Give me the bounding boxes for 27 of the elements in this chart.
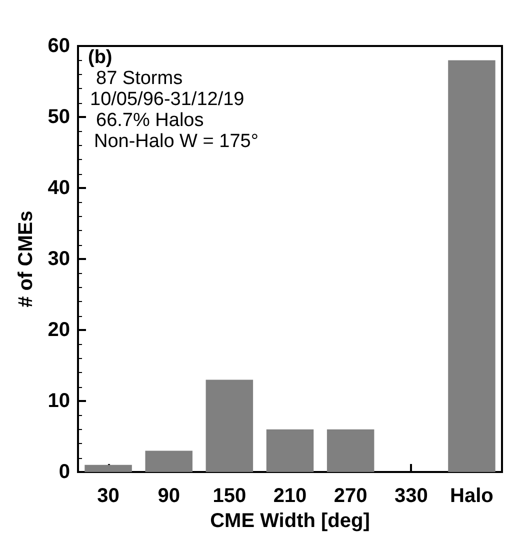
bar — [206, 380, 254, 472]
y-tick-label: 50 — [48, 106, 70, 128]
x-tick-label: 150 — [212, 485, 246, 507]
annotation: 87 Storms — [96, 68, 183, 89]
bar — [266, 429, 314, 472]
x-tick-label: Halo — [450, 485, 494, 507]
annotation: 66.7% Halos — [96, 110, 204, 131]
bar — [84, 464, 132, 472]
y-axis-title: # of CMEs — [15, 210, 37, 308]
bar — [326, 429, 374, 472]
bar — [145, 450, 192, 472]
y-tick-label: 10 — [48, 390, 70, 412]
bar — [448, 60, 496, 472]
x-tick-label: 30 — [97, 485, 120, 507]
x-axis-title: CME Width [deg] — [210, 510, 370, 532]
annotation: 10/05/96-31/12/19 — [90, 89, 244, 110]
y-tick-label: 0 — [58, 461, 70, 483]
x-tick-label: 330 — [394, 485, 428, 507]
annotation: (b) — [88, 47, 112, 68]
y-tick-label: 60 — [48, 35, 70, 57]
y-tick-label: 20 — [48, 319, 70, 341]
y-tick-label: 30 — [48, 248, 70, 270]
x-tick-label: 270 — [334, 485, 368, 507]
x-tick-label: 210 — [273, 485, 307, 507]
annotation: Non-Halo W = 175° — [94, 131, 258, 152]
x-tick-label: 90 — [158, 485, 180, 507]
y-tick-label: 40 — [48, 177, 70, 199]
